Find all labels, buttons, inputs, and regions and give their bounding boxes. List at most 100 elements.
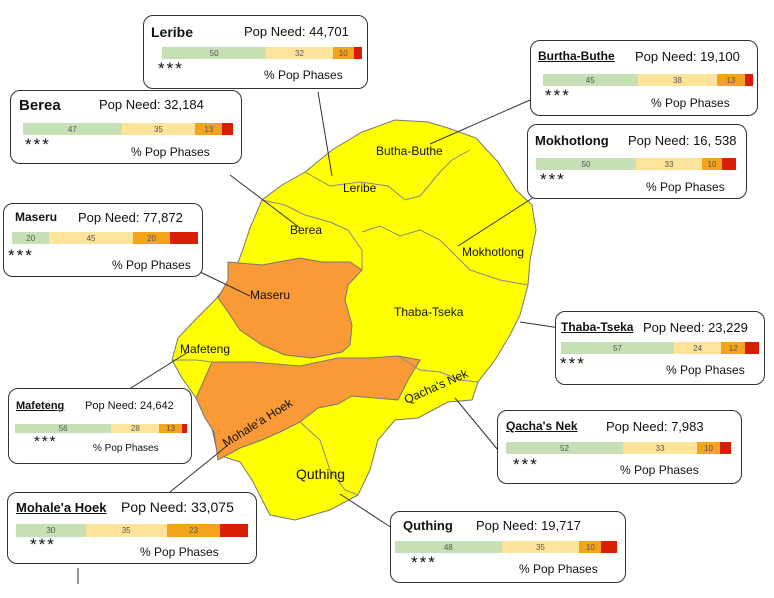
phase-bar: 52 33 10 [506,442,731,454]
phases-label: % Pop Phases [140,545,219,559]
pop-need: Pop Need: 16, 538 [628,133,737,148]
phase-bar: 50 32 10 [162,47,362,59]
leader-lines [77,91,561,584]
stars: *** [513,455,539,474]
district-name: Qacha's Nek [506,419,578,433]
map-label-quthing: Quthing [296,466,346,482]
callout-butha-buthe: Burtha-Buthe Pop Need: 19,100 45 38 13 ***… [530,40,758,116]
phase-2-segment: 35 [501,541,580,553]
phase-2-segment: 38 [637,74,718,86]
phase-4-segment [222,123,233,135]
phase-bar: 48 35 10 [395,541,617,553]
phase-4-segment [220,524,248,537]
stars: *** [158,59,184,78]
callout-mafeteng: Mafeteng Pop Need: 24,642 56 28 13 *** % P… [8,388,192,464]
phases-label: % Pop Phases [651,96,730,110]
phases-label: % Pop Phases [131,145,210,159]
phase-4-segment [181,424,187,433]
pop-need: Pop Need: 19,100 [635,49,740,64]
phase-3-segment: 13 [159,424,182,433]
phase-4-segment [744,74,753,86]
phase-1-segment: 20 [12,232,50,244]
stars: *** [30,535,56,554]
phase-2-segment: 24 [673,342,722,354]
callout-thaba-tseka: Thaba-Tseka Pop Need: 23,229 57 24 12 *** … [555,311,765,385]
phase-3-segment: 10 [579,541,602,553]
pop-need: Pop Need: 24,642 [85,400,174,412]
stars: *** [545,86,571,105]
callout-mohales-hoek: Mohale'a Hoek Pop Need: 33,075 30 35 23 **… [7,492,257,564]
phase-1-segment: 48 [395,541,502,553]
country-outline [171,119,537,521]
pop-need: Pop Need: 32,184 [99,97,204,112]
maseru-district [217,257,363,359]
district-name: Leribe [151,24,194,40]
map-label-berea: Berea [290,223,323,237]
map-label-thaba-tseka: Thaba-Tseka [394,305,464,319]
phases-label: % Pop Phases [646,180,725,194]
phase-4-segment [745,342,759,354]
callout-mokhotlong: Mokhotlong Pop Need: 16, 538 50 33 10 *** … [527,124,747,199]
phase-3-segment: 13 [717,74,745,86]
phases-label: % Pop Phases [620,463,699,477]
district-name: Mafeteng [16,400,65,412]
phase-1-segment: 30 [16,524,86,537]
stars: *** [560,354,586,373]
phase-4-segment [722,158,736,170]
stars: *** [540,170,566,189]
phase-2-segment: 33 [623,442,698,454]
phase-1-segment: 56 [15,424,112,433]
phase-3-segment: 20 [132,232,171,244]
district-borders [172,149,529,496]
district-name: Maseru [15,210,58,224]
phase-1-segment: 50 [162,47,267,59]
callout-quthing: Quthing Pop Need: 19,717 48 35 10 *** % Po… [390,511,626,583]
phases-label: % Pop Phases [666,363,745,377]
pop-need: Pop Need: 33,075 [121,499,234,515]
phase-3-segment: 10 [332,47,354,59]
phase-1-segment: 50 [536,158,636,170]
phase-2-segment: 32 [266,47,333,59]
callout-qachas-nek: Qacha's Nek Pop Need: 7,983 52 33 10 *** %… [497,410,742,484]
phase-1-segment: 47 [23,123,122,135]
pop-need: Pop Need: 77,872 [78,210,183,225]
phase-2-segment: 35 [85,524,167,537]
phase-2-segment: 28 [111,424,160,433]
phase-2-segment: 33 [636,158,702,170]
phases-label: % Pop Phases [93,443,159,454]
phase-1-segment: 52 [506,442,623,454]
district-name: Burtha-Buthe [538,49,615,63]
phase-bar: 47 35 13 [23,123,233,135]
map-label-mafeteng: Mafeteng [180,342,231,356]
stars: *** [8,246,34,265]
phases-label: % Pop Phases [519,562,598,576]
map-label-mokhotlong: Mokhotlong [462,245,525,259]
pop-need: Pop Need: 7,983 [606,419,704,434]
phase-3-segment: 13 [195,123,223,135]
map-label-butha-buthe: Butha-Buthe [376,144,443,158]
callout-leribe: Leribe Pop Need: 44,701 50 32 10 *** % Pop… [143,15,368,89]
phase-bar: 50 33 10 [536,158,736,170]
phase-1-segment: 45 [543,74,638,86]
map-label-leribe: Leribe [343,181,377,195]
phase-bar: 57 24 12 [561,342,759,354]
phase-2-segment: 45 [49,232,133,244]
phase-3-segment: 10 [697,442,720,454]
phase-4-segment [601,541,617,553]
pop-need: Pop Need: 19,717 [476,518,581,533]
mohales-hoek-district [195,355,421,461]
map-label-maseru: Maseru [250,288,291,302]
phases-label: % Pop Phases [264,68,343,82]
callout-maseru: Maseru Pop Need: 77,872 20 45 20 *** % Pop… [3,203,203,277]
phase-1-segment: 57 [561,342,674,354]
phase-bar: 45 38 13 [543,74,753,86]
district-name: Quthing [403,518,453,533]
phase-bar: 56 28 13 [15,424,187,433]
phase-3-segment: 10 [702,158,722,170]
district-name: Mohale'a Hoek [16,500,107,515]
phase-4-segment [353,47,362,59]
pop-need: Pop Need: 23,229 [643,320,748,335]
phases-label: % Pop Phases [112,258,191,272]
phase-4-segment [170,232,198,244]
